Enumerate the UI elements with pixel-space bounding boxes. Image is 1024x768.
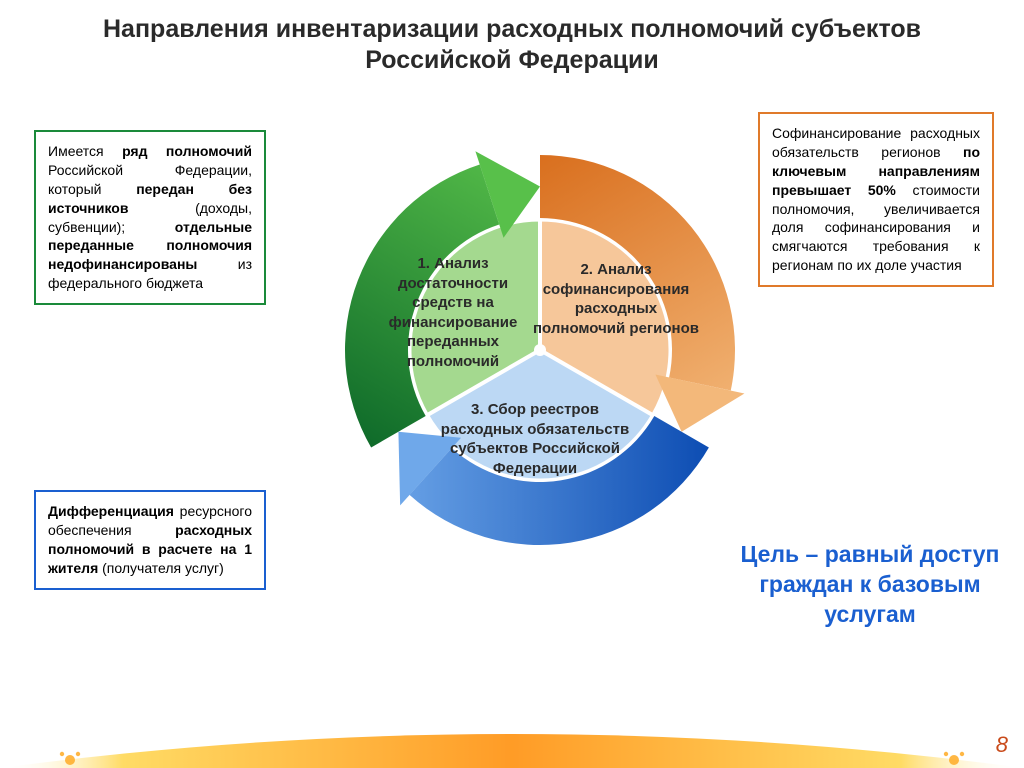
page-number: 8 (996, 732, 1008, 758)
page-title: Направления инвентаризации расходных пол… (0, 0, 1024, 83)
box-top-right: Софинансирование расходных обязательств … (758, 112, 994, 287)
goal-text: Цель – равный доступ граждан к базовым у… (740, 540, 1000, 630)
footer-accent (0, 726, 1024, 768)
box-bottom-left: Дифференциация ресурсного обеспечения ра… (34, 490, 266, 590)
cycle-diagram: 1. Анализ достаточности средств на финан… (310, 130, 710, 530)
box-top-left: Имеется ряд полномочий Российской Федера… (34, 130, 266, 305)
cycle-svg (310, 130, 770, 570)
